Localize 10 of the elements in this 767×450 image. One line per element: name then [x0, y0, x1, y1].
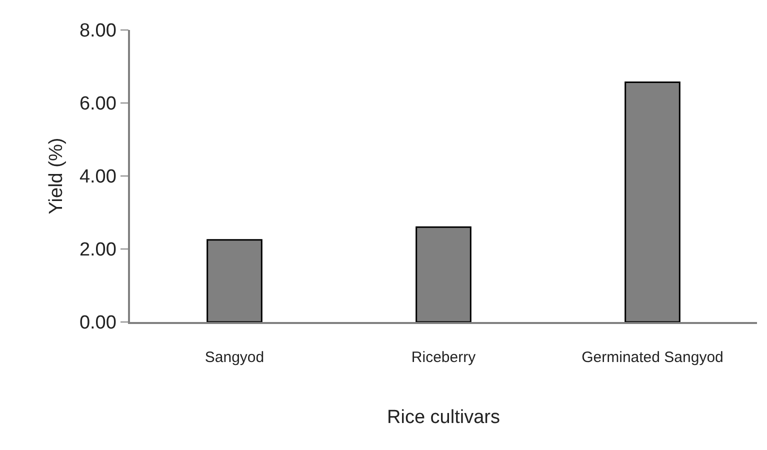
y-axis-title: Yield (%): [46, 138, 67, 214]
x-tick-label: Sangyod: [204, 348, 264, 366]
x-axis-title: Rice cultivars: [387, 407, 500, 428]
y-tick-label: 8.00: [79, 20, 116, 42]
x-tick-label: Germinated Sangyod: [582, 348, 724, 366]
y-tick-label: 2.00: [79, 240, 116, 261]
x-tick-label: Riceberry: [411, 348, 476, 366]
y-tick-label: 6.00: [79, 94, 116, 115]
y-tick-label: 0.00: [79, 312, 116, 334]
y-tick-label: 4.00: [79, 166, 116, 188]
